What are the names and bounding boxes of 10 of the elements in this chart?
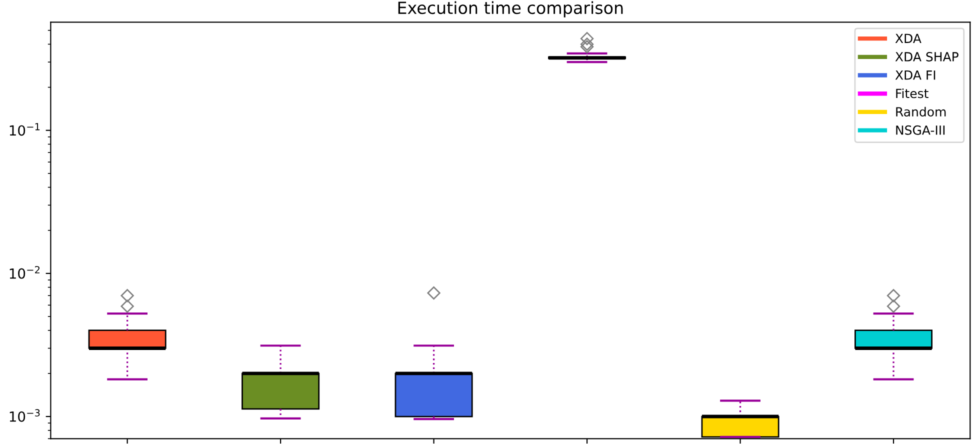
y-tick-label: 10$^{−2}$ bbox=[10, 266, 40, 279]
legend-label: XDA FI bbox=[895, 70, 936, 80]
chart-title: Execution time comparison bbox=[398, 1, 623, 18]
y-tick-label: 10$^{−3}$ bbox=[10, 409, 40, 422]
legend-label: XDA SHAP bbox=[895, 52, 958, 62]
legend-label: Random bbox=[896, 106, 946, 117]
y-tick-label: 10$^{−1}$ bbox=[10, 123, 40, 136]
legend-label: NSGA-III bbox=[896, 125, 945, 135]
legend-label: XDA bbox=[895, 34, 922, 43]
legend-label: Fitest bbox=[896, 88, 928, 98]
